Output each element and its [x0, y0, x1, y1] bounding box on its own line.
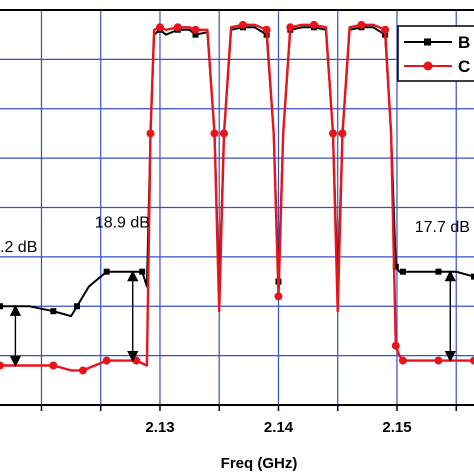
series-2-marker: [238, 20, 247, 29]
series-2-marker: [328, 129, 337, 138]
annotation-label: 17.7 dB: [415, 219, 470, 236]
x-tick-label: 2.14: [264, 419, 294, 436]
series-1-marker: [0, 303, 3, 310]
series-1-marker: [139, 268, 146, 275]
axes: 2.13 2.14 2.15: [0, 9, 474, 436]
series-1-marker: [103, 268, 110, 275]
series-2-marker: [398, 356, 407, 365]
series-2-marker: [338, 129, 347, 138]
legend-label: B: [458, 33, 470, 52]
series-2-marker: [219, 129, 228, 138]
annotation-label: .2 dB: [0, 239, 37, 256]
series-2-marker: [470, 356, 474, 365]
x-tick-label: 2.13: [145, 419, 174, 436]
series-1-marker: [399, 268, 406, 275]
annotations: .2 dB 18.9 dB 17.7 dB: [0, 214, 470, 256]
series-2-marker: [102, 356, 111, 365]
legend-box: [397, 25, 474, 82]
annotation-label: 18.9 dB: [95, 214, 150, 231]
series-2-marker: [391, 341, 400, 350]
series-2-marker: [381, 25, 390, 34]
series-1-marker: [392, 263, 399, 270]
series-1-marker: [192, 31, 199, 38]
legend: BC: [397, 25, 474, 82]
series-1-marker: [74, 303, 81, 310]
series-2-marker: [49, 361, 58, 370]
legend-label: C: [458, 57, 470, 76]
series-2-marker: [78, 366, 87, 375]
series-2-marker: [132, 356, 141, 365]
series-2-marker: [155, 23, 164, 32]
series-2-marker: [274, 292, 283, 301]
series-2-marker: [310, 20, 319, 29]
annotation-arrows: [9, 270, 456, 368]
series-1-marker: [471, 273, 474, 280]
legend-marker-circle: [423, 61, 433, 71]
series-1-marker: [435, 268, 442, 275]
series-2-marker: [434, 356, 443, 365]
series-2-marker: [210, 129, 219, 138]
series-2-marker: [286, 23, 295, 32]
series-2-marker: [146, 129, 155, 138]
series-2-marker: [191, 25, 200, 34]
series-2-marker: [357, 20, 366, 29]
series-2-marker: [173, 23, 182, 32]
x-tick-label: 2.15: [382, 419, 411, 436]
x-axis-title: Freq (GHz): [221, 455, 298, 472]
grid-lines: [0, 10, 474, 405]
series-2-marker: [0, 361, 4, 370]
series-1-marker: [50, 308, 57, 315]
legend-marker-square: [424, 38, 431, 46]
series-2-marker: [262, 25, 271, 34]
